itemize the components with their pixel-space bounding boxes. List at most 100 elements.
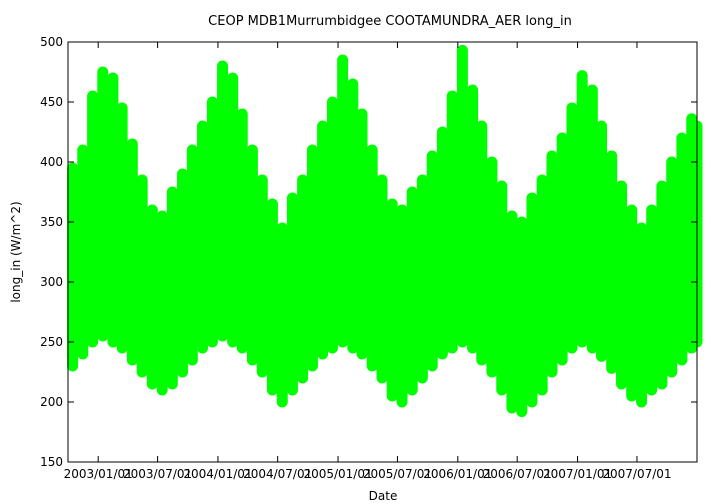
data-point [199,227,206,234]
data-point [299,273,306,279]
y-tick-label: 450 [40,95,63,109]
data-point [105,207,112,213]
x-tick-label: 2004/07/01 [243,467,312,481]
data-point [488,273,495,279]
data-point [554,235,561,242]
data-point [478,240,485,247]
y-tick-label: 500 [40,35,63,49]
data-point [684,215,691,222]
data-point [114,225,121,231]
data-point [169,293,176,300]
data-point [259,289,266,296]
data-point [564,217,571,224]
data-point [579,203,586,210]
y-axis: 150 200 250 300 350 400 450 500 [40,35,697,469]
data-point [469,211,476,218]
data-point [219,199,226,206]
data-point [249,267,256,273]
data-points [67,44,703,418]
data-point [454,201,461,207]
data-point [414,286,421,293]
data-point [164,299,171,306]
data-point [633,306,640,313]
data-point [449,207,456,213]
data-point [284,300,291,307]
data-point [124,255,131,261]
data-point [254,280,261,287]
data-point [658,273,665,279]
data-point [648,294,655,301]
data-point [279,304,286,311]
data-point [374,282,381,289]
data-point [149,300,156,307]
data-point [184,261,191,267]
data-point [335,203,342,210]
data-point [604,253,611,260]
data-point [75,243,82,249]
data-point [664,261,671,267]
data-point [79,225,86,231]
data-point [134,281,141,288]
data-point [139,291,146,297]
data-point [324,216,331,223]
data-point [345,204,352,211]
data-point [504,303,511,309]
data-point [474,225,481,231]
y-axis-label: long_in (W/m^2) [9,201,23,302]
data-point [229,209,236,216]
x-tick-label: 2003/01/01 [64,467,133,481]
data-point [528,294,535,301]
data-point [95,207,102,213]
y-tick-label: 250 [40,335,63,349]
data-point [239,235,246,242]
data-point [534,283,541,290]
data-point [204,219,211,225]
data-point [593,225,600,231]
data-point [539,271,546,278]
x-tick-label: 2003/07/01 [123,467,192,481]
data-point [189,249,196,255]
data-point [264,297,271,303]
data-point [69,267,76,273]
x-tick-label: 2007/07/01 [602,467,671,481]
data-point [144,297,151,303]
data-point [439,225,446,231]
data-point [194,237,201,243]
data-point [389,304,396,311]
data-point [129,269,136,276]
data-point [394,306,401,313]
data-point [688,209,695,216]
data-point [598,238,605,245]
y-tick-label: 150 [40,455,63,469]
data-point [464,202,471,209]
y-tick-label: 200 [40,395,63,409]
data-point [409,295,416,302]
data-point [608,268,615,275]
data-point [514,309,521,315]
y-tick-label: 400 [40,155,63,169]
data-point [358,239,365,246]
y-tick-label: 350 [40,215,63,229]
data-point [354,225,361,231]
data-point [484,257,491,264]
data-point [329,209,336,216]
data-point [518,307,525,314]
data-point [384,299,391,306]
data-point [678,223,685,230]
data-point [99,204,106,211]
data-point [668,247,675,254]
data-point [225,202,232,209]
data-point [638,305,645,312]
x-tick-label: 2005/01/01 [303,467,372,481]
data-point [559,226,566,233]
data-point [654,285,661,291]
data-point [584,207,591,213]
plot-frame [67,41,698,463]
data-point [154,303,161,309]
data-point [624,299,631,306]
data-point [364,255,371,261]
chart-title: CEOP MDB1Murrumbidgee COOTAMUNDRA_AER lo… [208,14,572,29]
data-point [444,215,451,222]
data-point [179,273,186,279]
data-point [494,286,501,293]
